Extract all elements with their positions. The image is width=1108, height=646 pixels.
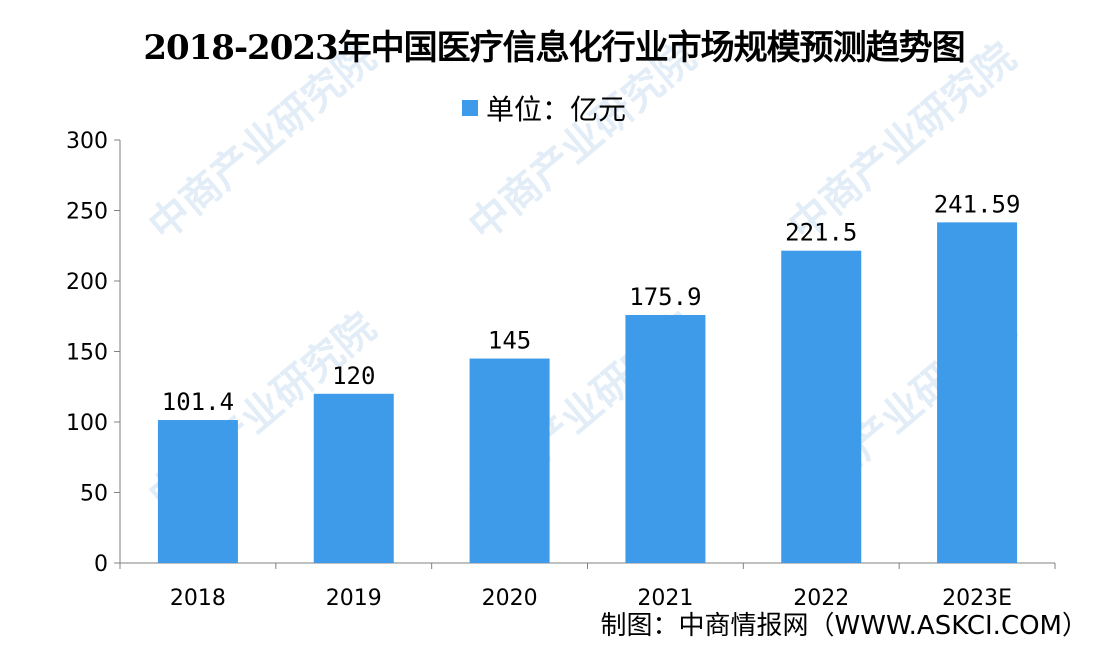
legend-label: 单位：亿元 — [486, 93, 627, 126]
data-label: 101.4 — [162, 388, 234, 416]
bar — [937, 222, 1018, 563]
bars — [157, 222, 1018, 563]
bar — [469, 358, 550, 563]
data-label: 145 — [488, 327, 531, 355]
legend-swatch — [462, 100, 478, 116]
bar — [313, 393, 394, 563]
x-tick-label: 2018 — [170, 586, 226, 611]
y-tick-label: 50 — [80, 482, 108, 507]
y-tick-label: 300 — [66, 129, 108, 154]
chart-title: 2018-2023年中国医疗信息化行业市场规模预测趋势图 — [143, 28, 965, 68]
data-labels: 101.4 120 145 175.9 221.5 241.59 — [162, 190, 1021, 416]
data-label: 221.5 — [785, 219, 857, 247]
bar — [625, 314, 706, 563]
x-tick-label: 2019 — [326, 586, 382, 611]
x-tick-label: 2021 — [637, 586, 693, 611]
data-label: 241.59 — [934, 190, 1021, 218]
y-tick-label: 200 — [66, 270, 108, 295]
data-label: 175.9 — [629, 283, 701, 311]
x-tick-label: 2020 — [482, 586, 538, 611]
source-note: 制图：中商情报网（WWW.ASKCI.COM） — [600, 611, 1088, 641]
legend: 单位：亿元 — [462, 90, 626, 126]
x-tick-label: 2022 — [793, 586, 849, 611]
y-tick-label: 0 — [94, 552, 108, 577]
x-axis: 2018 2019 2020 2021 2022 2023E — [119, 562, 1056, 611]
data-label: 120 — [332, 362, 375, 390]
y-tick-label: 100 — [66, 411, 108, 436]
x-tick-label: 2023E — [942, 586, 1012, 611]
bar — [781, 250, 862, 563]
y-tick-label: 250 — [66, 200, 108, 225]
y-tick-label: 150 — [66, 341, 108, 366]
y-axis: 0 50 100 150 200 250 300 — [66, 129, 121, 577]
bar — [157, 420, 238, 563]
